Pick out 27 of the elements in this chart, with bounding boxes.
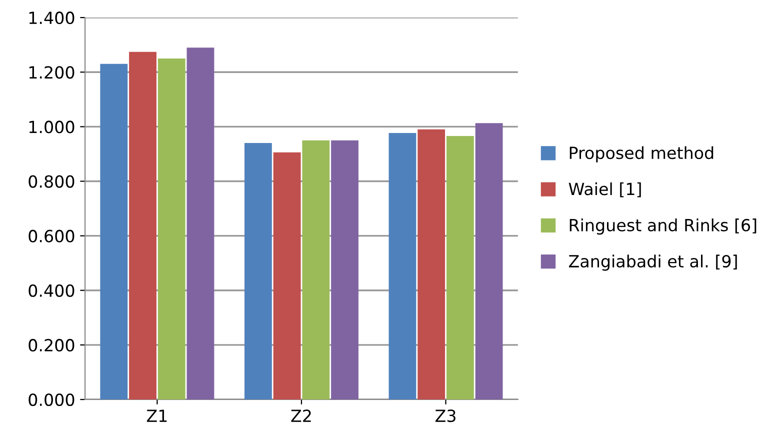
bar [100,64,128,400]
x-tick-label: Z1 [146,410,167,422]
bar [186,48,214,400]
bar [302,140,330,400]
legend-label: Zangiabadi et al. [9] [568,254,737,271]
legend-label: Waiel [1] [568,182,641,198]
y-tick-label: 1.400 [29,12,74,24]
x-tick-label: Z2 [291,410,311,422]
y-tick-label: 1.000 [29,120,74,134]
y-tick-label: 0.800 [28,175,74,188]
bar [418,129,446,400]
bar [273,152,301,400]
bar [475,123,503,400]
bar [158,58,186,400]
y-tick-label: 0.200 [28,338,74,352]
bar [388,132,416,400]
y-tick-label: 0.000 [28,393,74,406]
y-tick-label: 1.200 [29,66,74,79]
legend-label: Ringuest and Rinks [6] [570,218,756,235]
bar [446,136,474,400]
y-tick-label: 0.600 [28,230,74,242]
bar [244,143,272,400]
legend-label: Proposed method [570,146,714,162]
bar [129,52,156,400]
y-tick-label: 0.400 [28,284,74,297]
bar [331,140,358,400]
x-tick-label: Z3 [436,410,456,422]
